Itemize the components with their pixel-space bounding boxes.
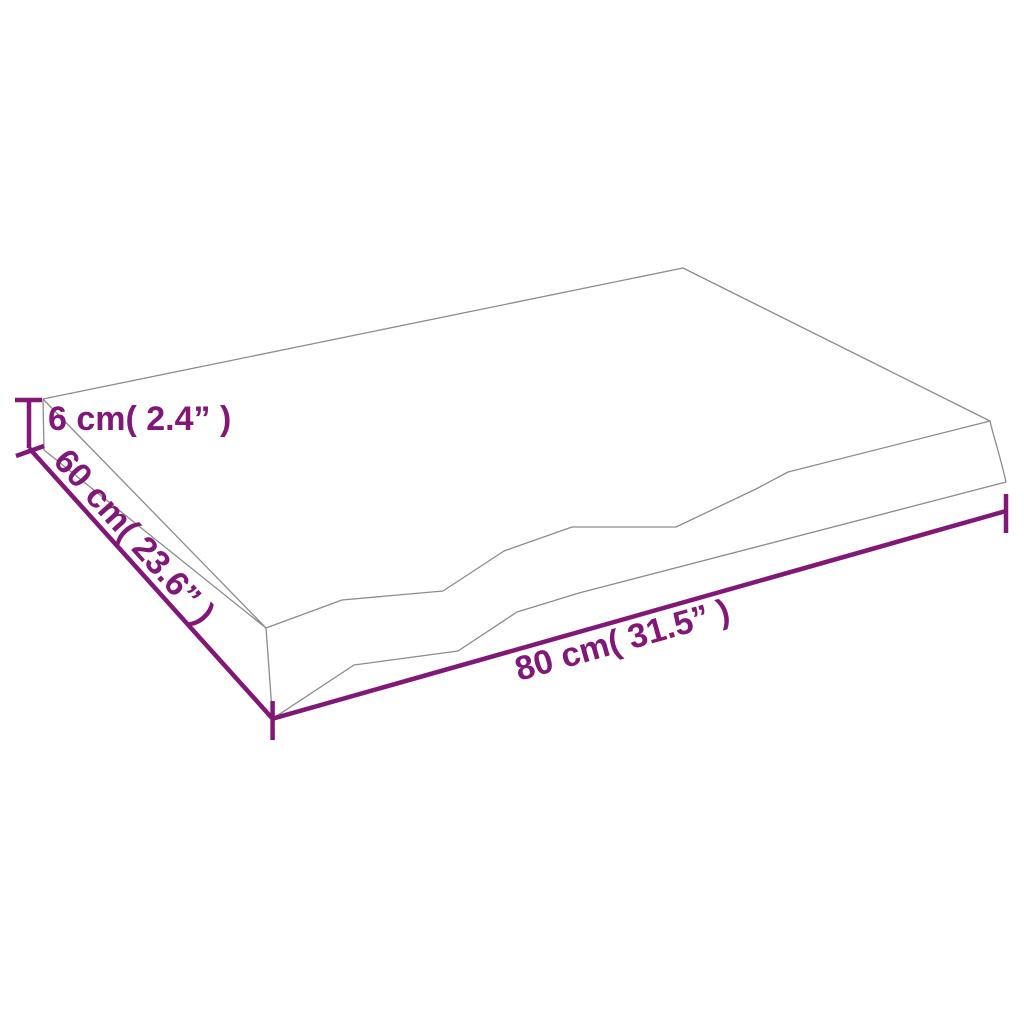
svg-text:6 cm( 2.4” ): 6 cm( 2.4” ) <box>48 400 231 438</box>
svg-text:60 cm( 23.6” ): 60 cm( 23.6” ) <box>46 442 222 632</box>
